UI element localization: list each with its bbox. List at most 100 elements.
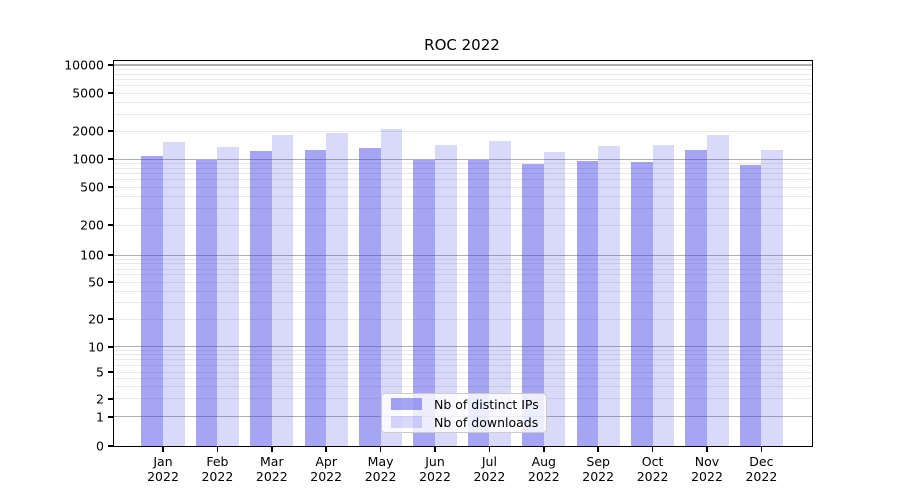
y-tick-mark: [108, 254, 114, 257]
bar-distinct-ips-aug: [522, 164, 544, 446]
legend-item-downloads: Nb of downloads: [382, 415, 546, 430]
bar-distinct-ips-oct: [630, 161, 653, 446]
y-tick-mark: [108, 371, 114, 373]
x-tick-label-jun: Jun 2022: [419, 454, 451, 484]
bar-distinct-ips-jun: [413, 159, 435, 446]
gridline-minor: [114, 130, 812, 132]
legend: Nb of distinct IPs Nb of downloads: [381, 393, 547, 433]
x-tick-mark: [542, 446, 545, 452]
y-tick-label: 5: [96, 364, 104, 380]
bar-downloads-jan: [163, 141, 185, 446]
bar-distinct-ips-jan: [141, 156, 163, 446]
x-tick-mark: [162, 446, 164, 452]
x-tick-mark: [216, 446, 219, 452]
y-tick-label: 2: [96, 391, 104, 407]
y-tick-mark: [108, 281, 114, 283]
x-tick-label-oct: Oct 2022: [636, 454, 669, 484]
x-tick-label-nov: Nov 2022: [691, 454, 723, 484]
bar-distinct-ips-jul: [467, 160, 490, 446]
y-tick-label: 1000: [72, 151, 104, 167]
y-tick-label: 20: [88, 311, 104, 327]
legend-item-distinct-ips: Nb of distinct IPs: [382, 397, 546, 412]
y-tick-mark: [108, 445, 114, 447]
y-tick-label: 10: [88, 339, 104, 355]
x-tick-label-mar: Mar 2022: [255, 454, 288, 484]
x-tick-mark: [270, 446, 273, 452]
chart-title: ROC 2022: [424, 36, 500, 54]
gridline-minor: [114, 224, 812, 226]
gridline-major: [114, 254, 812, 257]
x-tick-mark: [597, 446, 600, 452]
bar-downloads-dec: [761, 150, 784, 446]
gridline-minor: [114, 258, 812, 260]
gridline-minor: [114, 85, 812, 87]
gridline-minor: [114, 364, 812, 366]
x-tick-mark: [651, 446, 654, 452]
bar-distinct-ips-feb: [195, 159, 218, 446]
y-tick-label: 10000: [64, 57, 104, 73]
bar-downloads-oct: [652, 144, 675, 446]
y-tick-mark: [108, 92, 114, 95]
y-tick-mark: [108, 186, 114, 188]
gridline-major: [114, 345, 812, 348]
bar-downloads-aug: [543, 151, 566, 446]
gridline-minor: [114, 73, 812, 75]
gridline-minor: [114, 350, 812, 352]
x-tick-mark: [325, 446, 328, 452]
gridline-major: [114, 158, 812, 161]
y-tick-mark: [108, 415, 114, 418]
bar-downloads-jul: [489, 140, 512, 446]
gridline-minor: [114, 268, 812, 270]
y-tick-label: 500: [80, 179, 104, 195]
x-tick-mark: [434, 446, 436, 452]
x-tick-mark: [760, 446, 763, 452]
y-tick-mark: [108, 158, 114, 161]
gridline-minor: [114, 290, 812, 292]
gridline-minor: [114, 92, 812, 94]
y-tick-label: 0: [96, 438, 104, 454]
x-tick-label-aug: Aug 2022: [527, 454, 560, 484]
bar-downloads-apr: [326, 133, 348, 446]
gridline-minor: [114, 318, 812, 320]
y-tick-mark: [108, 397, 114, 400]
bar-downloads-may: [380, 129, 403, 446]
bar-distinct-ips-dec: [739, 165, 762, 446]
legend-swatch-downloads-icon: [391, 416, 422, 428]
x-tick-mark: [379, 446, 382, 452]
x-tick-label-jul: Jul 2022: [473, 454, 506, 484]
x-tick-mark: [706, 446, 708, 452]
legend-label-distinct-ips: Nb of distinct IPs: [434, 396, 539, 412]
gridline-minor: [114, 79, 812, 81]
gridline-minor: [114, 68, 812, 70]
bar-downloads-sep: [598, 146, 620, 446]
gridline-minor: [114, 167, 812, 169]
gridline-major: [114, 64, 812, 66]
y-tick-label: 5000: [72, 85, 104, 101]
y-tick-label: 100: [80, 247, 104, 263]
gridline-minor: [114, 186, 812, 188]
gridline-minor: [114, 274, 812, 276]
y-tick-mark: [108, 130, 114, 132]
bar-downloads-nov: [707, 135, 729, 446]
gridline-minor: [114, 101, 812, 103]
legend-label-downloads: Nb of downloads: [434, 414, 539, 430]
y-tick-label: 1: [96, 409, 104, 425]
x-tick-label-apr: Apr 2022: [310, 454, 343, 484]
bar-downloads-jun: [435, 145, 457, 446]
gridline-minor: [114, 359, 812, 361]
y-tick-label: 2000: [72, 123, 104, 139]
y-tick-mark: [108, 64, 114, 66]
x-tick-label-may: May 2022: [364, 454, 397, 484]
gridline-minor: [114, 354, 812, 356]
bar-downloads-mar: [271, 134, 294, 446]
bar-distinct-ips-nov: [685, 149, 707, 446]
gridline-minor: [114, 378, 812, 379]
x-tick-label-jan: Jan 2022: [147, 454, 179, 484]
gridline-minor: [114, 179, 812, 181]
legend-swatch-distinct-ips-icon: [391, 398, 422, 410]
gridline-minor: [114, 113, 812, 115]
gridline-minor: [114, 173, 812, 175]
gridline-minor: [114, 281, 812, 283]
y-tick-label: 50: [88, 274, 104, 290]
